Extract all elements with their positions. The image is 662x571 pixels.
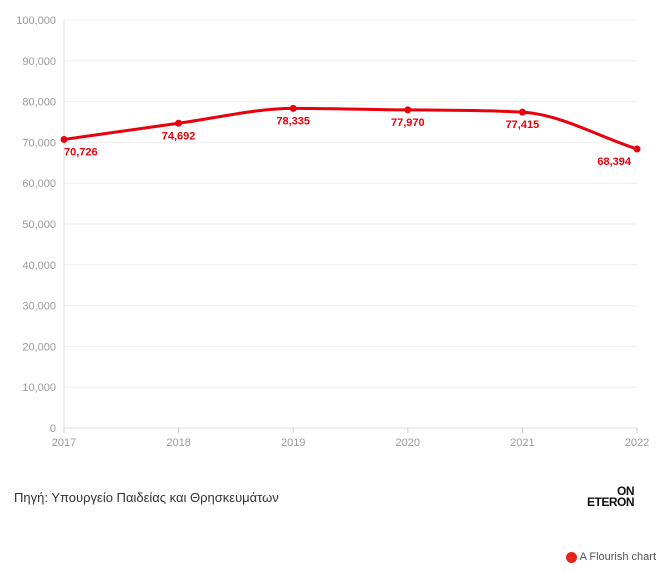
y-tick-label: 40,000 — [22, 260, 56, 272]
data-point — [404, 106, 412, 114]
line-chart: 0 10,000 20,000 30,000 40,000 50,000 60,000 70,… — [16, 15, 649, 449]
y-tick-label: 100,000 — [16, 15, 56, 27]
source-note: Πηγή: Υπουργείο Παιδείας και Θρησκευμάτω… — [14, 490, 279, 505]
y-tick-label: 70,000 — [22, 137, 56, 149]
data-label: 77,415 — [506, 119, 540, 131]
data-label: 70,726 — [64, 146, 98, 158]
flourish-icon — [566, 552, 576, 562]
y-tick-label: 90,000 — [22, 56, 56, 68]
flourish-credit-link[interactable]: A Flourish chart — [566, 551, 656, 563]
y-tick-label: 80,000 — [22, 97, 56, 109]
gridlines — [64, 19, 637, 429]
x-tick-label: 2020 — [396, 437, 420, 449]
series-line — [62, 106, 639, 151]
y-tick-label: 10,000 — [22, 382, 56, 394]
logo-text-eteron: ETERON — [586, 495, 635, 509]
axes: 0 10,000 20,000 30,000 40,000 50,000 60,000 70,… — [16, 15, 649, 449]
eteron-logo: ON ETERON — [582, 484, 635, 509]
flourish-credit-text: A Flourish chart — [579, 551, 656, 563]
data-point — [175, 119, 183, 127]
logo-text-on: ON — [617, 484, 635, 498]
data-label: 77,970 — [391, 117, 425, 129]
x-tick-label: 2018 — [166, 437, 190, 449]
data-point — [60, 135, 68, 143]
data-point — [633, 145, 641, 153]
y-tick-label: 30,000 — [22, 301, 56, 313]
data-point — [289, 104, 297, 112]
data-point — [518, 108, 526, 116]
series — [60, 104, 641, 153]
y-tick-label: 50,000 — [22, 219, 56, 231]
data-label: 78,335 — [276, 115, 310, 127]
x-tick-label: 2019 — [281, 437, 305, 449]
data-label: 68,394 — [597, 156, 632, 168]
x-tick-label: 2017 — [52, 437, 76, 449]
data-labels: 70,726 74,692 78,335 77,970 77,415 68,394 — [64, 115, 632, 168]
x-tick-label: 2021 — [510, 437, 534, 449]
y-tick-label: 20,000 — [22, 341, 56, 353]
x-tick-label: 2022 — [625, 437, 649, 449]
data-label: 74,692 — [162, 130, 196, 142]
y-tick-label: 0 — [50, 423, 56, 435]
y-tick-label: 60,000 — [22, 178, 56, 190]
